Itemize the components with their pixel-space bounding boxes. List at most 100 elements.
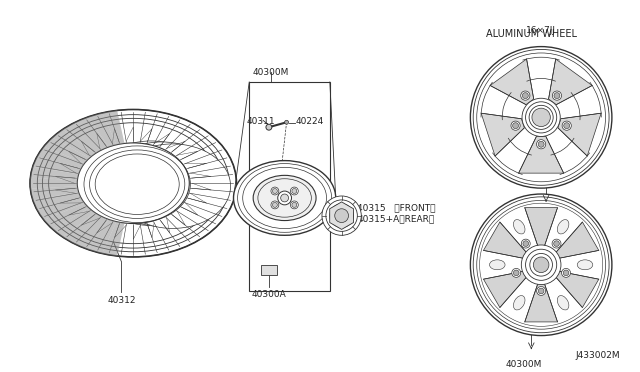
Circle shape [512,269,521,278]
Text: 40300M: 40300M [253,68,289,77]
Circle shape [564,123,570,129]
Circle shape [563,270,569,276]
Circle shape [271,201,279,209]
Polygon shape [88,219,116,253]
Circle shape [522,93,528,99]
Polygon shape [525,283,557,322]
Circle shape [271,187,279,195]
Circle shape [530,253,552,276]
Ellipse shape [93,141,209,225]
Polygon shape [33,156,81,174]
Polygon shape [52,208,95,237]
Polygon shape [33,192,81,210]
Polygon shape [37,198,84,220]
Circle shape [537,286,545,295]
Circle shape [292,202,297,207]
Text: 40300M: 40300M [513,213,550,222]
Circle shape [473,49,609,185]
Text: 40315+A（REAR）: 40315+A（REAR） [357,215,435,224]
Polygon shape [75,217,109,250]
Text: 16×7JJ: 16×7JJ [526,26,556,35]
Circle shape [511,121,520,130]
Circle shape [473,197,609,333]
Circle shape [532,108,550,126]
Circle shape [536,140,546,149]
Polygon shape [483,222,527,258]
Circle shape [554,241,559,246]
Polygon shape [102,110,125,145]
Circle shape [291,187,298,195]
Circle shape [322,196,361,235]
Circle shape [291,201,298,209]
Text: 40315   （FRONT）: 40315 （FRONT） [357,203,436,212]
Ellipse shape [115,144,230,228]
Polygon shape [481,113,524,156]
Polygon shape [518,137,564,173]
Text: 40224: 40224 [296,117,324,126]
Circle shape [562,121,572,130]
Circle shape [522,98,560,137]
Text: 40312: 40312 [108,296,136,305]
Ellipse shape [30,109,236,257]
Polygon shape [30,186,79,199]
Polygon shape [330,202,353,230]
Polygon shape [37,147,84,169]
Ellipse shape [490,260,505,270]
Polygon shape [548,59,592,105]
Polygon shape [63,213,102,244]
Ellipse shape [557,219,569,234]
Circle shape [552,239,561,248]
Circle shape [285,120,289,124]
Circle shape [330,204,353,227]
Circle shape [477,201,605,329]
Ellipse shape [253,175,316,221]
Circle shape [266,124,272,130]
Text: 40300M: 40300M [505,360,541,369]
Polygon shape [52,129,95,158]
Ellipse shape [513,296,525,310]
Text: ALUMINUM WHEEL: ALUMINUM WHEEL [486,29,577,39]
Polygon shape [490,59,534,105]
Text: J433002M: J433002M [575,351,620,360]
Polygon shape [556,271,599,308]
Polygon shape [63,122,102,154]
Circle shape [533,257,549,273]
Circle shape [525,102,557,133]
Polygon shape [30,167,79,180]
Circle shape [529,105,553,129]
Circle shape [470,194,612,336]
Circle shape [522,239,530,248]
Circle shape [470,46,612,188]
Polygon shape [556,222,599,258]
Circle shape [525,249,557,280]
Ellipse shape [104,142,220,227]
Polygon shape [30,178,77,189]
Circle shape [538,141,544,147]
Polygon shape [75,117,109,150]
Circle shape [552,91,561,100]
Circle shape [523,241,529,246]
Polygon shape [261,265,276,275]
Polygon shape [44,203,90,229]
Circle shape [521,91,530,100]
Polygon shape [483,271,527,308]
Circle shape [513,270,519,276]
Polygon shape [525,208,557,246]
Circle shape [273,189,277,193]
Circle shape [292,189,297,193]
Circle shape [335,209,349,222]
Circle shape [477,53,605,182]
Circle shape [278,191,291,205]
Circle shape [522,245,561,285]
Polygon shape [558,113,601,156]
Circle shape [554,93,560,99]
Polygon shape [44,138,90,163]
Ellipse shape [513,219,525,234]
Ellipse shape [234,161,336,235]
Circle shape [281,194,289,202]
Ellipse shape [77,143,189,224]
Text: 16×7JJ: 16×7JJ [526,173,556,182]
Circle shape [538,288,544,294]
Ellipse shape [577,260,593,270]
Text: 40300A: 40300A [252,290,286,299]
